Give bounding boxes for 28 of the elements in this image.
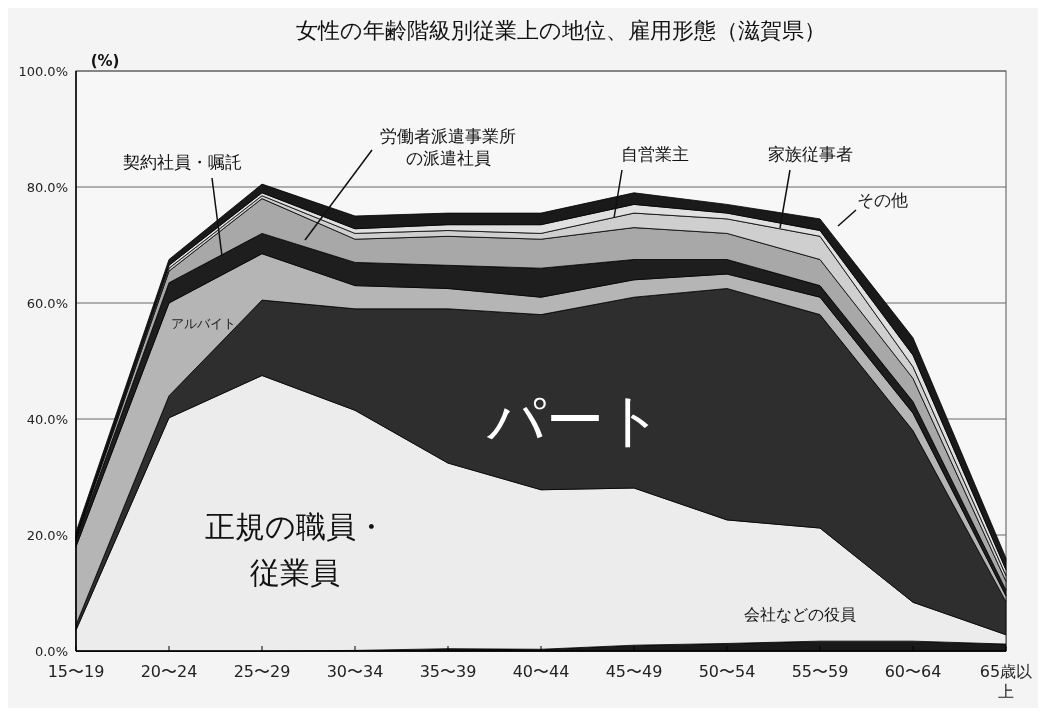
text: 労働者派遣事業所の派遣社員: [380, 126, 516, 168]
y-tick-label: 0.0%: [34, 644, 68, 659]
x-tick-label: 55〜59: [791, 662, 849, 681]
x-tick-label: 35〜39: [419, 662, 477, 681]
x-tick-label: 40〜44: [512, 662, 570, 681]
x-tick-label: 60〜64: [884, 662, 942, 681]
y-tick-label: 20.0%: [26, 528, 68, 543]
text: 契約社員・嘱託: [122, 152, 242, 172]
x-tick-label: 15〜19: [47, 662, 105, 681]
x-tick-label: 25〜29: [233, 662, 291, 681]
y-tick-label: 100.0%: [18, 64, 68, 79]
text: その他: [856, 190, 908, 210]
x-tick-label: 20〜24: [140, 662, 198, 681]
x-tick-label: 30〜34: [326, 662, 384, 681]
y-axis-title: (%): [90, 52, 120, 70]
chart-title: 女性の年齢階級別従業上の地位、雇用形態（滋賀県）: [296, 18, 826, 43]
y-tick-label: 60.0%: [26, 296, 68, 311]
y-tick-label: 40.0%: [26, 412, 68, 427]
x-tick-label: 50〜54: [698, 662, 756, 681]
x-tick-label: 65歳以上: [979, 662, 1033, 701]
series-label: アルバイト: [170, 316, 236, 331]
text: 家族従事者: [767, 144, 853, 164]
series-label: 会社などの役員: [744, 605, 856, 624]
series-label: パート: [486, 386, 663, 454]
y-tick-label: 80.0%: [26, 180, 68, 195]
series-label: 正規の職員・従業員: [204, 509, 386, 590]
text: 自営業主: [621, 144, 689, 164]
x-tick-label: 45〜49: [605, 662, 663, 681]
